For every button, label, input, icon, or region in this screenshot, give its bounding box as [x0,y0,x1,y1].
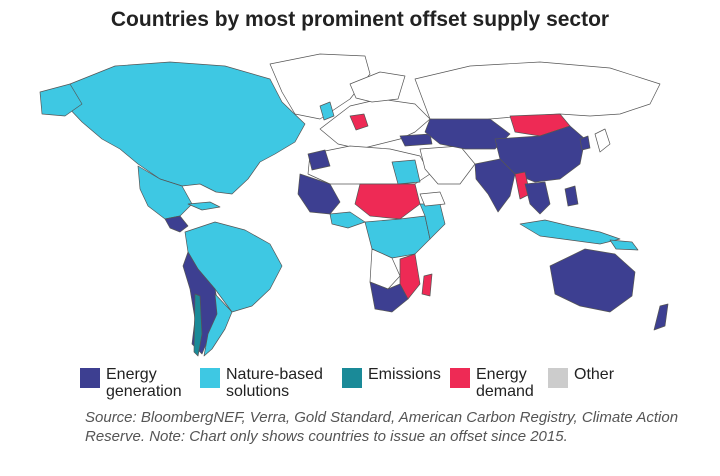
chart-title: Countries by most prominent offset suppl… [110,8,610,31]
region-greenland [269,53,371,120]
region-india [474,158,516,213]
legend-label: Energy demand [476,366,534,400]
legend-item-energy-generation: Energy generation [80,366,182,400]
world-map [39,53,669,357]
region-central-america [164,215,189,233]
region-germany [349,113,369,131]
region-indonesia [519,219,621,245]
region-se-asia [524,181,551,215]
region-philippines [564,185,579,207]
legend-item-nature-based: Nature-based solutions [200,366,323,400]
legend-label: Energy generation [106,366,182,400]
region-argentina-south [203,293,233,357]
legend-swatch [80,368,100,388]
region-morocco [307,149,331,171]
legend-label: Other [574,366,615,383]
region-japan [594,128,611,153]
legend-label: Nature-based solutions [226,366,323,400]
region-alaska [39,83,83,117]
region-turkey [399,133,433,147]
region-chile [193,293,203,357]
legend: Energy generation Nature-based solutions… [80,366,720,410]
region-west-africa-coast [329,211,366,229]
region-mozambique [399,253,421,300]
region-north-america [64,61,306,195]
legend-item-energy-demand: Energy demand [450,366,534,400]
region-egypt [391,159,421,185]
region-new-zealand [653,303,669,331]
legend-item-other: Other [548,366,614,388]
legend-swatch [450,368,470,388]
legend-swatch [342,368,362,388]
source-note: Source: BloombergNEF, Verra, Gold Standa… [85,409,679,445]
legend-swatch [548,368,568,388]
region-uk [319,101,335,121]
region-middle-east [419,145,476,185]
region-sahel [354,183,421,220]
region-south-central-africa [369,248,401,290]
region-central-asia [424,118,511,150]
region-papua [609,239,639,251]
region-ethiopia [419,191,446,207]
region-australia [549,248,636,313]
legend-label: Emissions [368,366,441,383]
region-southern-africa [369,281,409,313]
region-scandinavia [349,71,406,103]
legend-item-emissions: Emissions [342,366,441,388]
legend-swatch [200,368,220,388]
region-caribbean [187,201,221,211]
region-madagascar [421,273,433,297]
region-korea [579,135,591,151]
